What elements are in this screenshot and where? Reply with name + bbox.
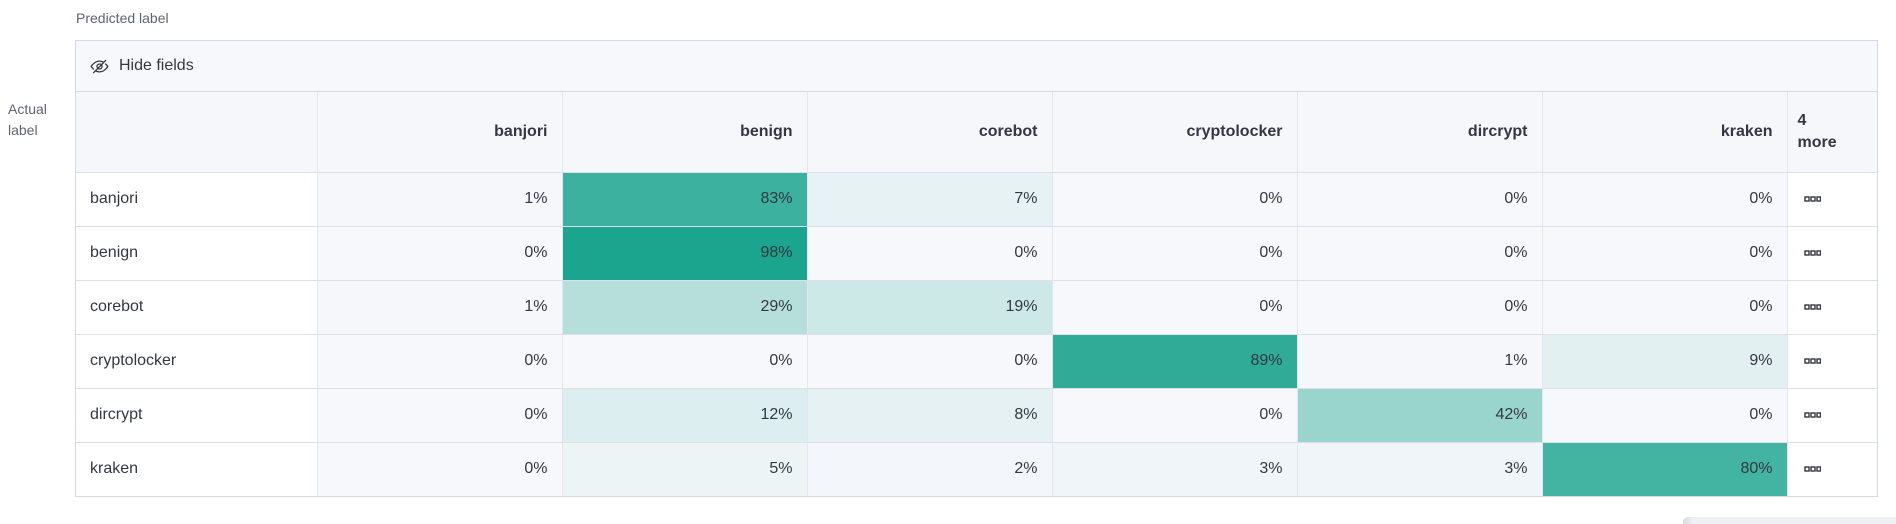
row-actions-cell [1787, 280, 1877, 335]
row-actions-button[interactable] [1800, 300, 1825, 315]
matrix-cell-cryptolocker-benign[interactable]: 0% [562, 334, 808, 389]
boxes-horizontal-icon [1803, 466, 1821, 473]
row-actions-button[interactable] [1800, 246, 1825, 261]
matrix-cell-kraken-cryptolocker[interactable]: 3% [1052, 442, 1298, 496]
matrix-cell-banjori-kraken[interactable]: 0% [1542, 172, 1788, 227]
row-actions-button[interactable] [1800, 462, 1825, 477]
matrix-cell-cryptolocker-kraken[interactable]: 9% [1542, 334, 1788, 389]
matrix-cell-banjori-banjori[interactable]: 1% [317, 172, 563, 227]
row-label-banjori[interactable]: banjori [76, 172, 318, 227]
grid-toolbar: Hide fields [76, 41, 1877, 92]
matrix-cell-dircrypt-banjori[interactable]: 0% [317, 388, 563, 443]
matrix-cell-benign-kraken[interactable]: 0% [1542, 226, 1788, 281]
matrix-cell-corebot-dircrypt[interactable]: 0% [1297, 280, 1543, 335]
hide-fields-button[interactable]: Hide fields [90, 57, 194, 76]
matrix-cell-kraken-corebot[interactable]: 2% [807, 442, 1053, 496]
matrix-cell-kraken-benign[interactable]: 5% [562, 442, 808, 496]
matrix-cell-dircrypt-cryptolocker[interactable]: 0% [1052, 388, 1298, 443]
actual-axis-label: Actual label [8, 99, 47, 141]
row-actions-button[interactable] [1800, 192, 1825, 207]
matrix-cell-banjori-corebot[interactable]: 7% [807, 172, 1053, 227]
boxes-horizontal-icon [1803, 412, 1821, 419]
eye-closed-icon [90, 57, 109, 76]
matrix-header: banjori benign corebot cryptolocker dircrypt… [76, 92, 1877, 173]
matrix-cell-dircrypt-corebot[interactable]: 8% [807, 388, 1053, 443]
matrix-cell-corebot-kraken[interactable]: 0% [1542, 280, 1788, 335]
matrix-cell-benign-benign[interactable]: 98% [562, 226, 808, 281]
matrix-cell-corebot-banjori[interactable]: 1% [317, 280, 563, 335]
matrix-cell-cryptolocker-banjori[interactable]: 0% [317, 334, 563, 389]
confusion-matrix-table: banjori benign corebot cryptolocker dircrypt… [76, 92, 1877, 496]
matrix-cell-cryptolocker-dircrypt[interactable]: 1% [1297, 334, 1543, 389]
column-header-corebot[interactable]: corebot [807, 92, 1053, 173]
boxes-horizontal-icon [1803, 304, 1821, 311]
matrix-cell-benign-dircrypt[interactable]: 0% [1297, 226, 1543, 281]
matrix-cell-cryptolocker-cryptolocker[interactable]: 89% [1052, 334, 1298, 389]
row-label-dircrypt[interactable]: dircrypt [76, 388, 318, 443]
row-actions-cell [1787, 172, 1877, 227]
matrix-row-dircrypt: dircrypt 0% 12% 8% 0% 42% 0% [76, 388, 1877, 443]
matrix-row-benign: benign 0% 98% 0% 0% 0% 0% [76, 226, 1877, 281]
row-actions-button[interactable] [1800, 408, 1825, 423]
matrix-row-corebot: corebot 1% 29% 19% 0% 0% 0% [76, 280, 1877, 335]
matrix-row-banjori: banjori 1% 83% 7% 0% 0% 0% [76, 172, 1877, 227]
more-columns-header[interactable]: 4 more [1787, 92, 1877, 173]
column-header-dircrypt[interactable]: dircrypt [1297, 92, 1543, 173]
matrix-cell-banjori-dircrypt[interactable]: 0% [1297, 172, 1543, 227]
boxes-horizontal-icon [1803, 250, 1821, 257]
more-count: 4 [1797, 111, 1807, 129]
matrix-cell-dircrypt-benign[interactable]: 12% [562, 388, 808, 443]
matrix-cell-kraken-banjori[interactable]: 0% [317, 442, 563, 496]
matrix-cell-kraken-kraken[interactable]: 80% [1542, 442, 1788, 496]
matrix-cell-cryptolocker-corebot[interactable]: 0% [807, 334, 1053, 389]
more-word: more [1797, 133, 1837, 151]
actual-axis-label-line2: label [8, 122, 38, 138]
corner-header-cell [76, 92, 318, 173]
matrix-cell-dircrypt-dircrypt[interactable]: 42% [1297, 388, 1543, 443]
boxes-horizontal-icon [1803, 358, 1821, 365]
matrix-cell-corebot-cryptolocker[interactable]: 0% [1052, 280, 1298, 335]
confusion-matrix-panel: Hide fields banjori benign corebot cryptolo… [75, 40, 1878, 497]
row-actions-cell [1787, 442, 1877, 496]
matrix-cell-kraken-dircrypt[interactable]: 3% [1297, 442, 1543, 496]
predicted-axis-label: Predicted label [76, 10, 169, 26]
matrix-cell-corebot-benign[interactable]: 29% [562, 280, 808, 335]
matrix-cell-benign-corebot[interactable]: 0% [807, 226, 1053, 281]
row-label-cryptolocker[interactable]: cryptolocker [76, 334, 318, 389]
matrix-cell-banjori-cryptolocker[interactable]: 0% [1052, 172, 1298, 227]
matrix-row-cryptolocker: cryptolocker 0% 0% 0% 89% 1% 9% [76, 334, 1877, 389]
horizontal-scrollbar-thumb[interactable] [1683, 517, 1896, 524]
column-header-benign[interactable]: benign [562, 92, 808, 173]
boxes-horizontal-icon [1803, 196, 1821, 203]
column-header-kraken[interactable]: kraken [1542, 92, 1788, 173]
matrix-cell-banjori-benign[interactable]: 83% [562, 172, 808, 227]
row-actions-button[interactable] [1800, 354, 1825, 369]
column-header-banjori[interactable]: banjori [317, 92, 563, 173]
row-actions-cell [1787, 388, 1877, 443]
matrix-cell-benign-cryptolocker[interactable]: 0% [1052, 226, 1298, 281]
matrix-cell-benign-banjori[interactable]: 0% [317, 226, 563, 281]
matrix-cell-dircrypt-kraken[interactable]: 0% [1542, 388, 1788, 443]
row-label-corebot[interactable]: corebot [76, 280, 318, 335]
hide-fields-label: Hide fields [119, 57, 194, 74]
matrix-row-kraken: kraken 0% 5% 2% 3% 3% 80% [76, 442, 1877, 496]
actual-axis-label-line1: Actual [8, 101, 47, 117]
row-label-benign[interactable]: benign [76, 226, 318, 281]
column-header-cryptolocker[interactable]: cryptolocker [1052, 92, 1298, 173]
row-actions-cell [1787, 334, 1877, 389]
matrix-cell-corebot-corebot[interactable]: 19% [807, 280, 1053, 335]
row-actions-cell [1787, 226, 1877, 281]
row-label-kraken[interactable]: kraken [76, 442, 318, 496]
